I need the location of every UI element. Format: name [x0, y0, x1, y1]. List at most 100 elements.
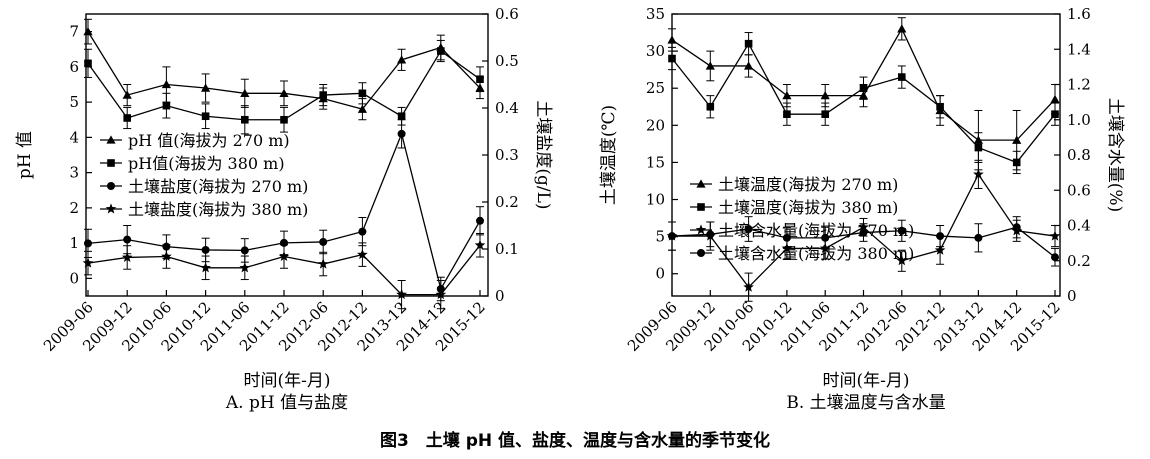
a-data-point: [83, 27, 93, 36]
a-left-tick-label: 2: [69, 199, 79, 217]
a-left-tick-label: 7: [69, 23, 79, 41]
b-data-point: [897, 226, 906, 235]
a-series-0: [83, 18, 485, 121]
b-left-tick-label: 35: [646, 5, 665, 23]
b-data-point: [974, 233, 983, 242]
a-legend-entry: pH 值(海拔为 270 m): [128, 131, 290, 150]
a-right-tick-label: 0.6: [495, 5, 519, 23]
b-data-point: [706, 102, 715, 111]
b-data-point: [936, 102, 944, 111]
b-legend-entry: 土壤含水量(海拔为 380 m): [718, 244, 914, 263]
b-ylabel-left: 土壤温度(℃): [598, 105, 619, 205]
b-left-tick-label: 30: [646, 42, 665, 60]
b-data-point: [706, 230, 715, 239]
b-data-point: [1012, 223, 1021, 232]
a-legend-marker: [107, 159, 115, 167]
b-legend-entry: 土壤含水量(海拔为 270 m): [718, 221, 914, 240]
a-legend-marker: [106, 135, 116, 144]
a-data-point: [84, 59, 92, 68]
a-data-point: [123, 235, 132, 244]
b-data-point: [1051, 110, 1059, 118]
a-legend-entry: 土壤盐度(海拔为 270 m): [128, 177, 308, 196]
a-data-point: [317, 258, 329, 269]
b-legend-entry: 土壤温度(海拔为 380 m): [718, 198, 898, 217]
a-right-tick-label: 0.2: [495, 193, 519, 211]
a-panel-label: A. pH 值与盐度: [225, 393, 348, 413]
a-data-point: [162, 101, 171, 110]
b-data-point: [782, 233, 791, 242]
a-xlabel: 时间(年-月): [243, 371, 330, 391]
b-left-tick-label: 5: [655, 228, 665, 246]
b-data-point: [744, 39, 753, 48]
chart-panel-a: 0123456700.10.20.30.40.50.62009-062009-1…: [15, 5, 554, 413]
b-data-point: [859, 84, 868, 93]
b-data-point: [1051, 253, 1059, 262]
b-data-point: [705, 61, 715, 70]
a-data-point: [397, 129, 406, 138]
b-data-point: [782, 91, 792, 100]
a-data-point: [241, 115, 249, 124]
a-data-point: [239, 262, 251, 273]
a-series-3: [82, 232, 486, 310]
b-data-point: [896, 255, 908, 266]
a-data-point: [161, 250, 172, 262]
a-data-point: [319, 91, 327, 99]
b-right-tick-label: 0.4: [1067, 217, 1091, 235]
a-data-point: [474, 239, 486, 250]
a-data-point: [357, 249, 368, 260]
a-data-point: [240, 246, 249, 255]
b-xlabel: 时间(年-月): [822, 371, 909, 391]
a-left-tick-label: 6: [69, 58, 79, 76]
a-legend-marker: [105, 203, 117, 214]
figure-caption: 图3 土壤 pH 值、盐度、温度与含水量的季节变化: [380, 430, 770, 451]
b-data-point: [898, 73, 906, 81]
a-left-tick-label: 3: [69, 164, 79, 182]
b-legend-marker: [697, 203, 705, 211]
chart-panel-b: 0510152025303500.20.40.60.81.01.21.41.62…: [598, 5, 1126, 413]
a-data-point: [278, 250, 290, 262]
a-left-tick-label: 1: [69, 234, 79, 252]
b-data-point: [743, 281, 754, 292]
b-right-tick-label: 1.0: [1067, 111, 1091, 129]
b-right-tick-label: 0.6: [1067, 181, 1091, 199]
a-ylabel-right: 土壤盐度(g/L): [533, 100, 554, 209]
a-data-point: [435, 288, 447, 300]
b-data-point: [859, 228, 868, 237]
b-right-tick-label: 0: [1067, 287, 1077, 305]
a-data-point: [84, 239, 92, 248]
a-data-point: [358, 89, 367, 98]
a-data-point: [123, 114, 131, 122]
a-right-tick-label: 0: [495, 287, 505, 305]
b-left-tick-label: 20: [646, 116, 665, 134]
a-data-point: [280, 115, 288, 124]
a-data-point: [319, 237, 328, 246]
b-left-tick-label: 25: [646, 79, 665, 97]
b-data-point: [936, 232, 945, 241]
a-left-tick-label: 4: [69, 128, 79, 146]
a-right-tick-label: 0.5: [495, 52, 519, 70]
a-ylabel-left: pH 值: [15, 131, 35, 179]
b-left-tick-label: 0: [655, 265, 665, 283]
a-data-point: [82, 257, 94, 268]
a-right-tick-label: 0.3: [495, 146, 519, 164]
a-data-point: [279, 88, 289, 97]
b-data-point: [744, 61, 754, 70]
a-data-point: [357, 104, 367, 113]
b-data-point: [744, 225, 753, 234]
b-data-point: [821, 110, 829, 118]
a-data-point: [476, 216, 484, 225]
b-right-tick-label: 1.2: [1067, 76, 1091, 94]
a-data-point: [476, 75, 484, 84]
a-data-point: [161, 79, 171, 89]
b-right-tick-label: 0.8: [1067, 146, 1091, 164]
a-right-tick-label: 0.4: [495, 99, 519, 117]
b-ylabel-right: 土壤含水量(%): [1105, 98, 1126, 212]
b-data-point: [1012, 135, 1022, 144]
a-data-point: [200, 262, 211, 273]
b-data-point: [1050, 94, 1060, 104]
a-legend-entry: 土壤盐度(海拔为 380 m): [128, 200, 308, 219]
b-series-1: [668, 32, 1059, 175]
b-left-tick-label: 15: [646, 153, 665, 171]
b-series-3: [668, 216, 1059, 267]
